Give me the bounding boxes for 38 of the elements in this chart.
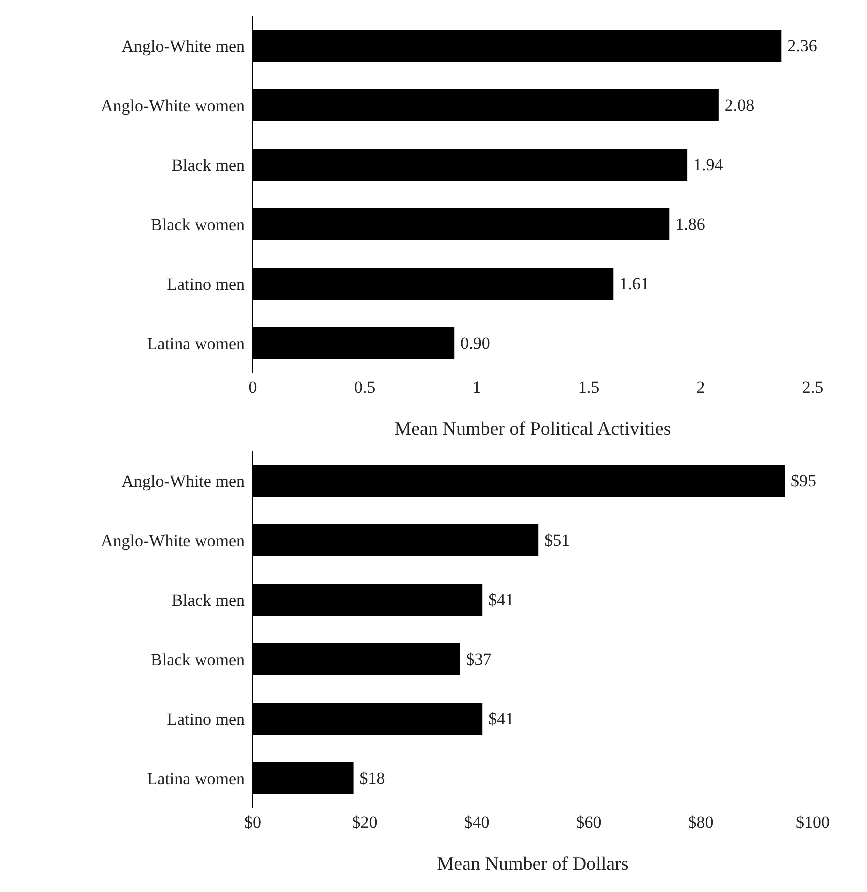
y-tick-label: Anglo-White women bbox=[101, 531, 246, 550]
x-tick-label: $60 bbox=[576, 813, 602, 832]
y-tick-label: Latino men bbox=[167, 710, 246, 729]
data-label: $51 bbox=[544, 531, 570, 550]
y-tick-label: Latina women bbox=[147, 769, 246, 788]
y-tick-label: Black women bbox=[151, 650, 246, 670]
x-tick-label: 1.5 bbox=[578, 378, 600, 398]
data-label: $18 bbox=[360, 769, 386, 788]
x-tick-label: $100 bbox=[796, 813, 830, 832]
y-tick-label: Black men bbox=[172, 156, 246, 175]
x-tick-label: 0.5 bbox=[354, 378, 376, 398]
y-tick-label: Latina women bbox=[147, 334, 246, 354]
data-label: $37 bbox=[466, 650, 492, 669]
data-label: 2.36 bbox=[788, 36, 818, 56]
x-tick-label: $40 bbox=[464, 813, 490, 832]
y-tick-label: Anglo-White men bbox=[122, 36, 246, 56]
x-tick-label: $20 bbox=[352, 813, 378, 832]
x-axis-title: Mean Number of Dollars bbox=[437, 854, 629, 875]
x-tick-label: 1 bbox=[472, 378, 482, 398]
data-label: $41 bbox=[488, 710, 514, 728]
data-label: 1.61 bbox=[620, 274, 650, 294]
y-tick-label: Black women bbox=[151, 215, 246, 234]
y-tick-label: Anglo-White women bbox=[101, 96, 246, 116]
y-tick-label: Black men bbox=[172, 590, 246, 610]
data-label: 2.08 bbox=[724, 96, 755, 115]
x-tick-label: $0 bbox=[244, 813, 262, 832]
x-tick-label: 2 bbox=[696, 378, 706, 398]
data-label: $95 bbox=[791, 472, 816, 490]
x-axis-title: Mean Number of Political Activities bbox=[394, 419, 672, 440]
data-label: 1.86 bbox=[676, 215, 706, 234]
y-tick-label: Latino men bbox=[167, 274, 246, 294]
data-label: 0.90 bbox=[460, 334, 490, 353]
data-label: 1.94 bbox=[694, 156, 724, 174]
x-tick-label: $80 bbox=[688, 813, 714, 832]
x-tick-label: 2.5 bbox=[802, 378, 824, 398]
y-tick-label: Anglo-White men bbox=[122, 472, 246, 491]
x-tick-label: 0 bbox=[248, 378, 258, 398]
data-label: $41 bbox=[488, 590, 514, 610]
